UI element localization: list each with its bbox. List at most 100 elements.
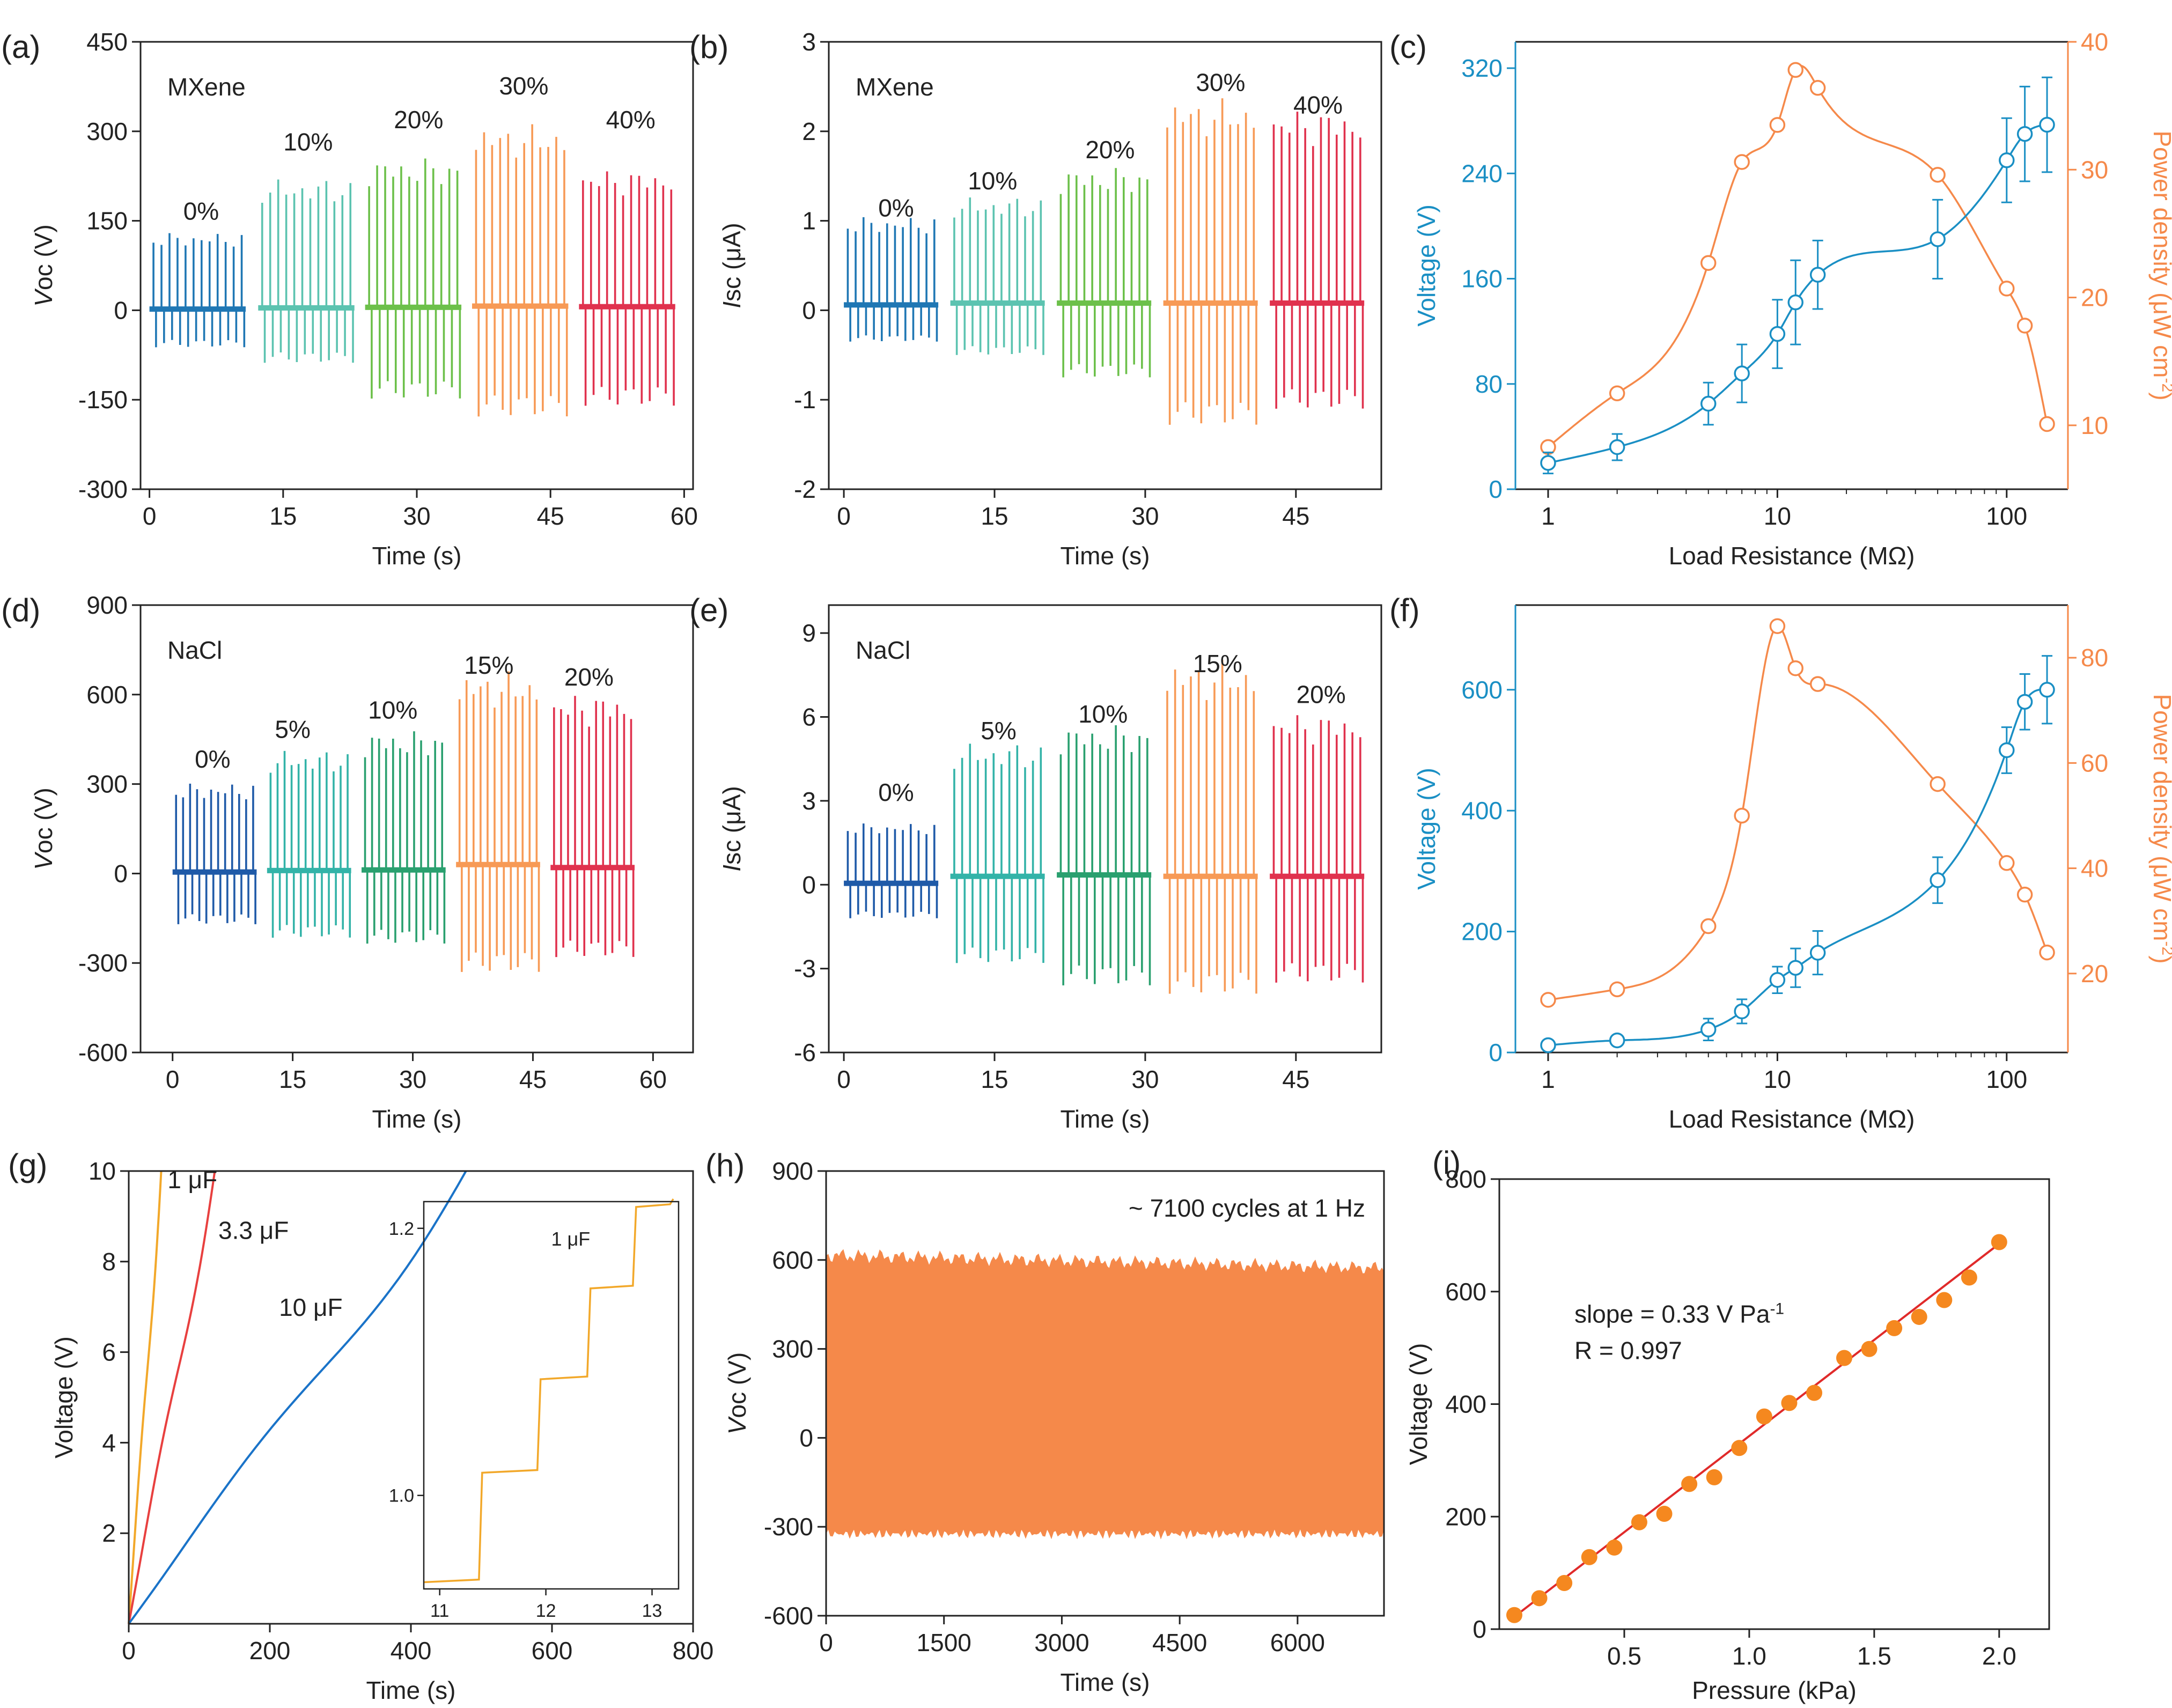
- power-point-c: [1787, 62, 1803, 78]
- charging-curve-g-0: [128, 1170, 163, 1624]
- voltage-point-f: [1787, 960, 1803, 976]
- voltage-point-c: [1769, 326, 1786, 342]
- group-label-e: 15%: [1193, 650, 1242, 678]
- x-tick-label-b: 45: [1282, 502, 1309, 530]
- power-point-f: [1930, 776, 1946, 792]
- series-d-1: [267, 750, 351, 938]
- y-tick-label-d: 300: [86, 770, 128, 798]
- power-point-c: [1769, 117, 1786, 133]
- panel-label-i: (i): [1432, 1145, 1461, 1181]
- x-axis-label-e: Time (s): [1061, 1105, 1150, 1133]
- y-axis-label-e: Isc (μA): [718, 786, 746, 871]
- voltage-point-f: [1809, 945, 1826, 961]
- group-label-d: 5%: [275, 715, 310, 743]
- y-tick-label-e: 6: [802, 703, 816, 731]
- data-point-i: [1936, 1292, 1953, 1308]
- group-label-d: 0%: [195, 745, 230, 773]
- panel-label-f: (f): [1389, 592, 1420, 628]
- x-tick-label-a: 30: [403, 502, 430, 530]
- y-tick-label-a: -300: [78, 475, 128, 503]
- panel-e: (e) 0% 5% 10% 15% 20% NaCl 0 15 30 45 -6 -3 0 3 6 9 Time …: [689, 592, 1382, 1133]
- panel-label-c: (c): [1389, 29, 1427, 65]
- y-tick-label-f: 20: [2081, 960, 2108, 988]
- group-label-b: 0%: [878, 194, 914, 222]
- baseline-band-b: [1270, 300, 1365, 306]
- series-label-g: 1 μF: [167, 1166, 217, 1194]
- y-tick-label-b: -2: [794, 475, 816, 503]
- series-d-2: [362, 731, 446, 944]
- y-axis-label-a: Voc (V): [30, 224, 57, 306]
- baseline-band-a: [365, 304, 462, 310]
- series-b-3: [1163, 98, 1258, 425]
- voltage-point-f: [1999, 742, 2015, 759]
- power-point-f: [1809, 676, 1826, 692]
- y-axis-label-rest-e: sc (μA): [718, 786, 746, 865]
- y-tick-label-h: 900: [772, 1157, 813, 1185]
- baseline-band-a: [258, 305, 355, 311]
- data-point-i: [1911, 1308, 1927, 1325]
- y-tick-label-h: 300: [772, 1335, 813, 1363]
- plot-frame-i: [1498, 1178, 2050, 1630]
- y-tick-label-c: 240: [1461, 159, 1503, 187]
- series-a-1: [258, 179, 355, 363]
- y-tick-label-b: 2: [802, 117, 816, 145]
- baseline-band-a: [149, 306, 246, 312]
- x-tick-label-g: 400: [391, 1637, 432, 1665]
- data-point-i: [1706, 1469, 1722, 1485]
- power-fit-curve-f: [1548, 625, 2048, 1001]
- y-axis-label-rest-h: oc (V): [723, 1352, 751, 1418]
- voltage-point-f: [2016, 694, 2033, 710]
- data-point-i: [1656, 1506, 1673, 1522]
- y-tick-label-d: 900: [86, 591, 128, 619]
- group-label-e: 20%: [1297, 680, 1346, 708]
- y-tick-label-b: 1: [802, 207, 816, 235]
- y-tick-label-a: -150: [78, 386, 128, 414]
- baseline-band-a: [579, 304, 675, 310]
- data-point-i: [1886, 1320, 1903, 1336]
- group-label-a: 20%: [394, 106, 443, 134]
- x-tick-label-f: 100: [1986, 1065, 2027, 1093]
- x-axis-label-g: Time (s): [366, 1676, 456, 1704]
- y-tick-label-d: -300: [78, 949, 128, 977]
- plot-frame-e: [828, 604, 1382, 1054]
- y-tick-label-d: 600: [86, 681, 128, 709]
- y-axis-label-italic-a: V: [30, 288, 57, 307]
- baseline-band-d: [362, 867, 446, 873]
- y-tick-label-a: 0: [114, 296, 128, 324]
- y-tick-label-g: 2: [102, 1519, 116, 1547]
- x-tick-label-d: 30: [399, 1065, 426, 1093]
- y-axis-label-right-text-f: Power density (μW cm: [2148, 694, 2172, 941]
- x-axis-label-c: Load Resistance (MΩ): [1669, 542, 1915, 570]
- x-tick-label-h: 6000: [1270, 1629, 1325, 1657]
- panel-label-b: (b): [689, 29, 728, 65]
- x-tick-label-h: 0: [819, 1629, 833, 1657]
- panel-label-h: (h): [705, 1147, 745, 1183]
- y-tick-label-g: 8: [102, 1248, 116, 1276]
- y-tick-label-c: 160: [1461, 265, 1503, 293]
- power-point-f: [1540, 992, 1556, 1008]
- y-tick-label-c: 80: [1475, 370, 1503, 398]
- data-point-i: [1581, 1549, 1597, 1565]
- x-tick-label-d: 45: [519, 1065, 547, 1093]
- power-point-f: [1769, 618, 1786, 634]
- annotation-slope-sup-i: -1: [1770, 1300, 1784, 1317]
- series-a-2: [365, 158, 462, 399]
- data-point-i: [1861, 1341, 1878, 1357]
- y-tick-label-c: 40: [2081, 28, 2108, 56]
- x-tick-label-g: 200: [249, 1637, 291, 1665]
- x-tick-label-i: 1.5: [1857, 1642, 1891, 1670]
- y-tick-label-f: 40: [2081, 855, 2108, 882]
- y-tick-label-i: 0: [1472, 1615, 1486, 1643]
- data-point-i: [1781, 1395, 1798, 1411]
- inset-step-curve-g: [423, 1198, 674, 1584]
- x-tick-label-a: 45: [537, 502, 564, 530]
- voltage-point-c: [1999, 152, 2015, 168]
- voltage-point-c: [1734, 365, 1750, 381]
- power-point-f: [1700, 918, 1717, 934]
- data-point-i: [1836, 1350, 1852, 1366]
- x-tick-label-d: 0: [166, 1065, 180, 1093]
- panel-f: (f) 1 10 100 0 200 400 600 20 40 60 80 Load Resistan…: [1389, 592, 2172, 1133]
- x-tick-label-c: 100: [1986, 502, 2027, 530]
- y-axis-label-right-c: Power density (μW cm-2): [2148, 130, 2172, 400]
